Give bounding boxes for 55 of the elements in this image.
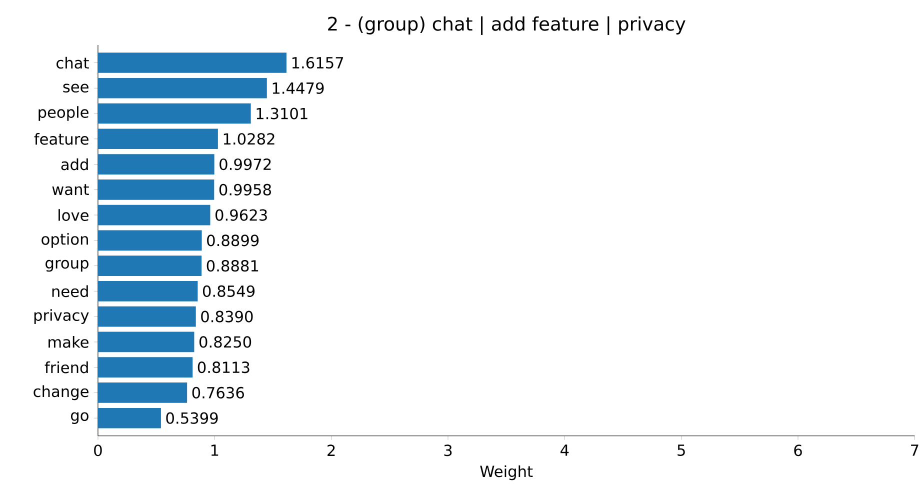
x-tick-label: 0	[94, 444, 102, 456]
data-label: 1.6157	[292, 57, 344, 69]
x-tick-label: 1	[211, 444, 218, 456]
y-tick-label: friend	[44, 361, 88, 374]
y-tick-label: group	[46, 260, 88, 272]
x-tick-label: 6	[794, 444, 802, 456]
data-label: 1.3101	[256, 108, 308, 120]
bar	[98, 306, 196, 327]
chart-title: 2 - (group) chat | add feature | privacy	[328, 16, 686, 36]
data-label: 0.8899	[207, 234, 259, 246]
x-tick-label: 2	[328, 444, 335, 456]
bar	[98, 204, 210, 226]
bar	[98, 78, 267, 98]
data-label: 0.5399	[166, 412, 218, 424]
bar	[98, 154, 214, 175]
data-label: 0.8390	[201, 310, 253, 322]
data-label: 1.4479	[272, 82, 324, 94]
data-label: 1.0282	[224, 133, 274, 145]
y-tick-label: chat	[56, 56, 89, 69]
bar	[98, 382, 188, 403]
data-label: 0.8549	[202, 285, 255, 298]
bar	[98, 230, 202, 251]
bar	[98, 281, 198, 302]
y-tick-label: go	[70, 412, 88, 424]
y-tick-label: add	[61, 158, 88, 170]
y-tick-label: change	[34, 385, 88, 400]
x-tick-label: 3	[444, 444, 452, 456]
bar	[98, 256, 202, 276]
y-tick-label: see	[63, 84, 88, 93]
y-tick-label: love	[58, 209, 88, 222]
bar	[98, 332, 194, 352]
bar	[98, 52, 286, 73]
data-label: 0.9958	[219, 184, 271, 196]
bar	[98, 103, 251, 124]
y-tick-label: make	[48, 336, 88, 348]
x-tick-label: 7	[911, 444, 918, 456]
data-label: 0.9972	[220, 158, 271, 170]
y-tick-label: option	[42, 233, 88, 248]
data-label: 0.8113	[198, 362, 250, 374]
y-tick-label: privacy	[34, 309, 89, 324]
data-label: 0.9623	[216, 209, 267, 221]
x-tick-label: 4	[560, 444, 569, 456]
y-tick-label: need	[52, 285, 88, 298]
data-label: 0.8881	[206, 260, 258, 272]
data-label: 0.7636	[192, 387, 244, 399]
y-tick-label: feature	[34, 133, 88, 145]
data-label: 0.8250	[199, 336, 252, 348]
x-tick-label: 5	[678, 444, 685, 456]
y-tick-label: people	[38, 106, 88, 122]
bar	[98, 408, 161, 428]
bar	[98, 180, 214, 200]
bar	[98, 128, 218, 150]
x-axis-title: Weight	[480, 465, 533, 480]
y-tick-label: want	[52, 184, 89, 196]
bar	[98, 357, 193, 378]
